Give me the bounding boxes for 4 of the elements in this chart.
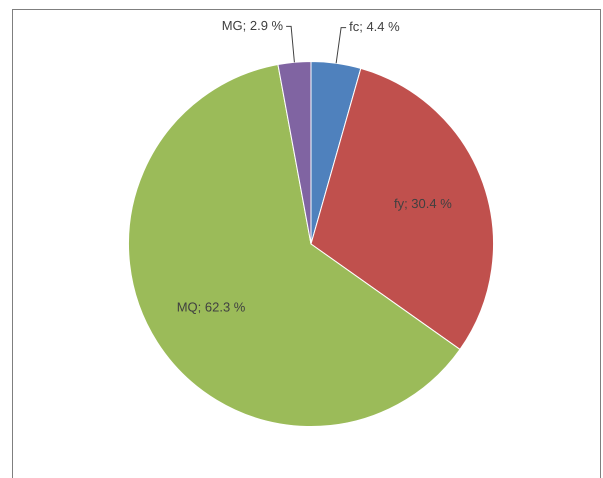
slice-label: MQ; 62.3 % [176, 299, 246, 314]
slice-label: fy; 30.4 % [394, 196, 452, 212]
slice-label: fc; 4.4 % [349, 19, 400, 34]
slice-label: MG; 2.9 % [222, 18, 284, 33]
